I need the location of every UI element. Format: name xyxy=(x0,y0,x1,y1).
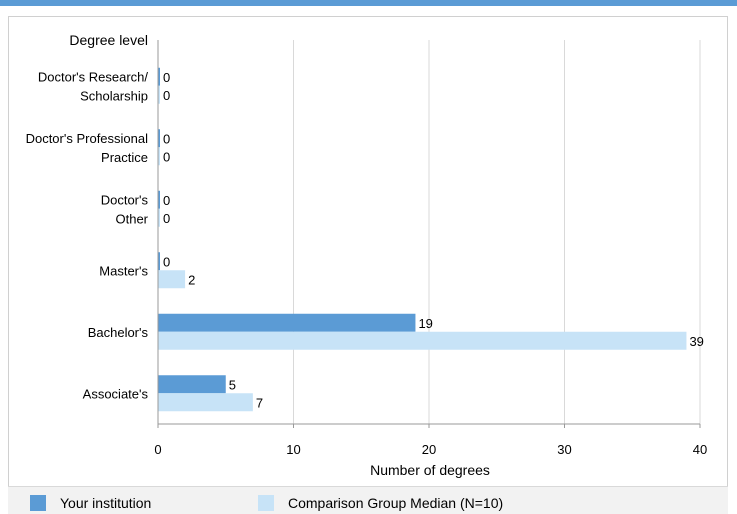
axes: Doctor's Research/Scholarship Doctor's Pr… xyxy=(26,40,707,457)
grid-lines xyxy=(293,40,701,424)
x-tick-label: 40 xyxy=(693,442,707,457)
x-tick-label: 30 xyxy=(557,442,571,457)
bar xyxy=(158,129,160,148)
bar xyxy=(158,313,416,332)
bar xyxy=(158,67,160,86)
x-tick-label: 0 xyxy=(154,442,161,457)
x-tick-label: 20 xyxy=(422,442,436,457)
data-label: 0 xyxy=(163,193,170,208)
category-label: Practice xyxy=(101,150,148,165)
category-label: Scholarship xyxy=(80,88,148,103)
bar xyxy=(158,252,160,271)
bar-chart: 0 0 0 0 0 0 0 2 19 39 5 7 Doctor's Research/Scholar… xyxy=(26,32,708,478)
bar xyxy=(158,190,160,209)
bar xyxy=(158,208,160,227)
category-label: Doctor's xyxy=(101,192,149,207)
data-label: 19 xyxy=(418,316,432,331)
data-label: 7 xyxy=(256,395,263,410)
category-label: Associate's xyxy=(83,386,149,401)
data-label: 2 xyxy=(188,272,195,287)
category-label: Master's xyxy=(99,263,148,278)
legend: Your institution Comparison Group Median… xyxy=(8,486,728,514)
legend-label: Your institution xyxy=(60,495,152,511)
bar xyxy=(158,393,253,412)
y-axis-title: Degree level xyxy=(69,32,148,48)
bar xyxy=(158,147,160,166)
x-tick-label: 10 xyxy=(286,442,300,457)
bar xyxy=(158,270,186,289)
data-label: 39 xyxy=(689,334,703,349)
data-label: 5 xyxy=(229,377,236,392)
data-label: 0 xyxy=(163,254,170,269)
category-label: Bachelor's xyxy=(88,325,149,340)
category-label: Doctor's Research/ xyxy=(38,69,149,84)
legend-swatch-your-institution xyxy=(30,495,46,511)
category-label: Doctor's Professional xyxy=(26,131,149,146)
bar xyxy=(158,375,226,394)
bars: 0 0 0 0 0 0 0 2 19 39 5 7 xyxy=(158,67,704,412)
data-label: 0 xyxy=(163,70,170,85)
data-label: 0 xyxy=(163,131,170,146)
legend-item-comparison-median: Comparison Group Median (N=10) xyxy=(258,495,503,511)
category-label: Other xyxy=(115,211,148,226)
legend-item-your-institution: Your institution xyxy=(30,495,151,511)
bar xyxy=(158,331,687,350)
legend-swatch-comparison-median xyxy=(258,495,274,511)
legend-label: Comparison Group Median (N=10) xyxy=(288,495,504,511)
data-label: 0 xyxy=(163,149,170,164)
top-accent-bar xyxy=(0,0,737,6)
data-label: 0 xyxy=(163,211,170,226)
bar xyxy=(158,85,160,104)
x-axis-title: Number of degrees xyxy=(370,462,490,478)
data-label: 0 xyxy=(163,88,170,103)
